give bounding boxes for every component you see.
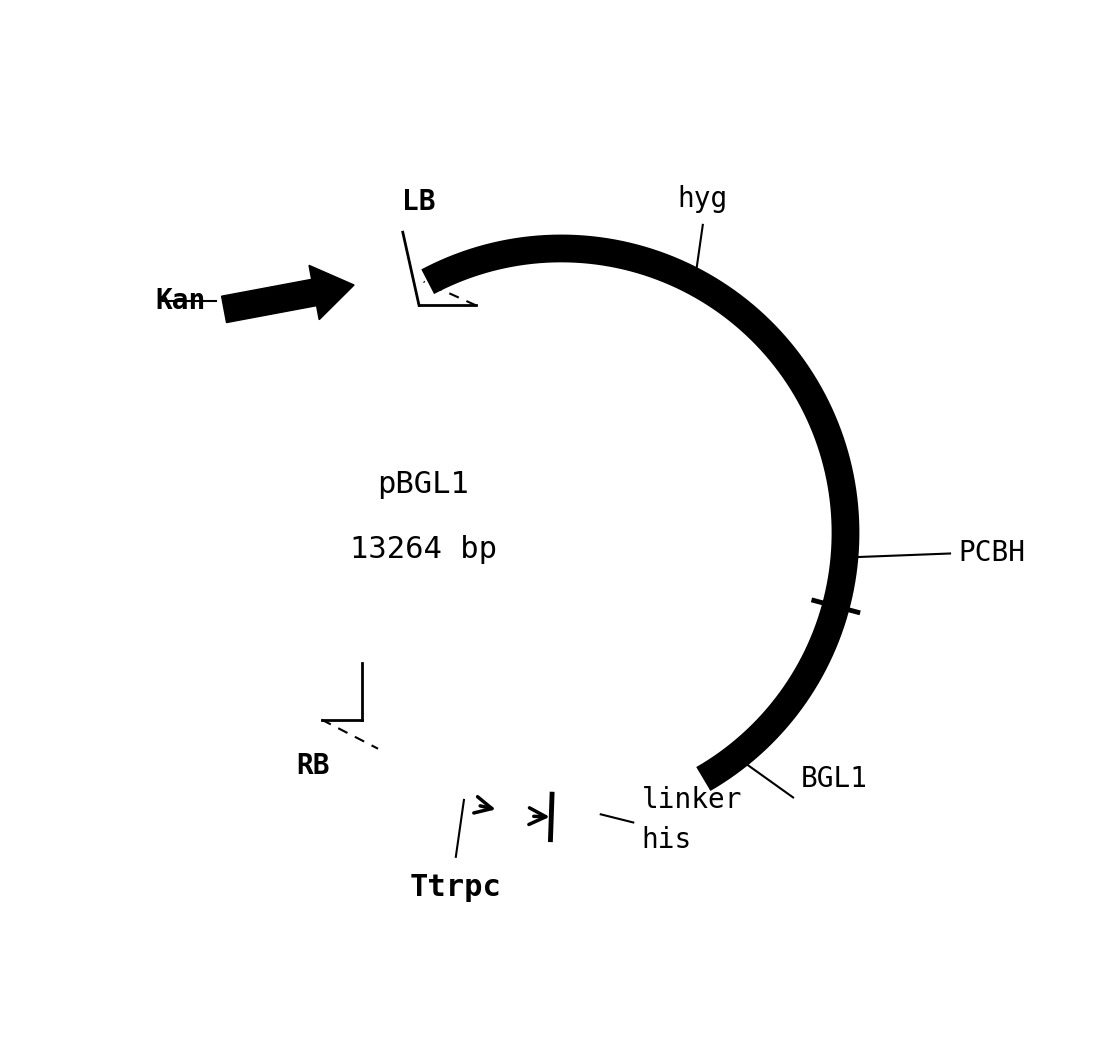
FancyArrow shape bbox=[221, 266, 354, 323]
Text: hyg: hyg bbox=[678, 185, 728, 213]
Text: Ttrpc: Ttrpc bbox=[410, 874, 502, 902]
Text: Kan: Kan bbox=[155, 287, 205, 315]
Text: his: his bbox=[642, 826, 692, 855]
Text: PCBH: PCBH bbox=[958, 539, 1025, 568]
Text: LB: LB bbox=[402, 188, 436, 216]
Text: linker: linker bbox=[642, 786, 742, 813]
Text: pBGL1: pBGL1 bbox=[377, 469, 469, 499]
Text: 13264 bp: 13264 bp bbox=[349, 535, 497, 563]
Text: BGL1: BGL1 bbox=[802, 765, 868, 793]
Text: RB: RB bbox=[297, 752, 331, 780]
